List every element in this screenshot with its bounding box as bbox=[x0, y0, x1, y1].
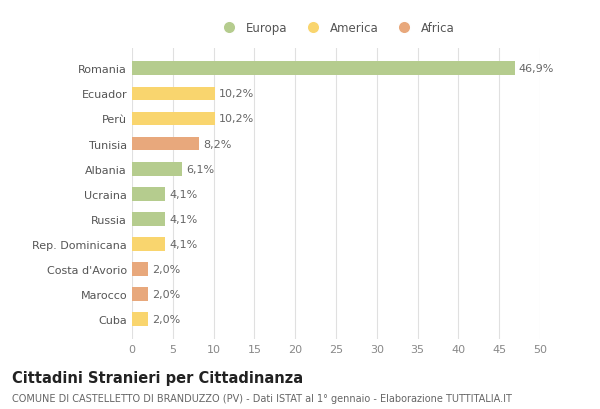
Text: 10,2%: 10,2% bbox=[220, 89, 254, 99]
Bar bbox=[132, 238, 166, 251]
Text: 10,2%: 10,2% bbox=[220, 114, 254, 124]
Bar bbox=[132, 312, 148, 326]
Text: 4,1%: 4,1% bbox=[170, 239, 198, 249]
Text: 46,9%: 46,9% bbox=[519, 64, 554, 74]
Text: 8,2%: 8,2% bbox=[203, 139, 232, 149]
Text: 2,0%: 2,0% bbox=[152, 315, 181, 324]
Legend: Europa, America, Africa: Europa, America, Africa bbox=[212, 17, 460, 40]
Text: 4,1%: 4,1% bbox=[170, 214, 198, 224]
Text: 6,1%: 6,1% bbox=[186, 164, 214, 174]
Bar bbox=[132, 187, 166, 201]
Text: 2,0%: 2,0% bbox=[152, 264, 181, 274]
Bar bbox=[132, 87, 215, 101]
Bar bbox=[132, 162, 182, 176]
Bar bbox=[132, 62, 515, 76]
Text: 4,1%: 4,1% bbox=[170, 189, 198, 199]
Text: COMUNE DI CASTELLETTO DI BRANDUZZO (PV) - Dati ISTAT al 1° gennaio - Elaborazion: COMUNE DI CASTELLETTO DI BRANDUZZO (PV) … bbox=[12, 393, 512, 403]
Text: 2,0%: 2,0% bbox=[152, 290, 181, 299]
Text: Cittadini Stranieri per Cittadinanza: Cittadini Stranieri per Cittadinanza bbox=[12, 370, 303, 385]
Bar bbox=[132, 212, 166, 226]
Bar bbox=[132, 137, 199, 151]
Bar bbox=[132, 263, 148, 276]
Bar bbox=[132, 112, 215, 126]
Bar bbox=[132, 288, 148, 301]
